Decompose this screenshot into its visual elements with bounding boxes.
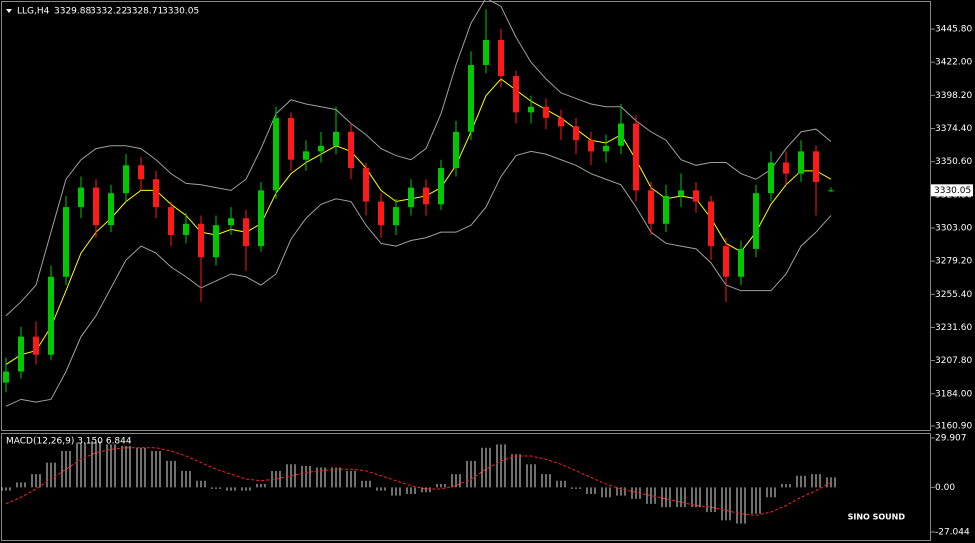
- candle-body: [738, 248, 744, 277]
- candle-body: [168, 207, 174, 235]
- candle-body: [333, 131, 339, 146]
- candle-body: [123, 165, 129, 194]
- quote-high: 3332.22: [90, 7, 127, 17]
- candle-body: [408, 187, 414, 208]
- candle-body: [528, 106, 534, 113]
- candle-body: [813, 151, 819, 183]
- y-tick-label: 3398.20: [935, 91, 972, 101]
- candle-body: [258, 190, 264, 247]
- macd-signal: [5, 447, 832, 516]
- candle-body: [93, 187, 99, 226]
- y-tick-label: 3207.80: [935, 356, 972, 366]
- candle-body: [303, 151, 309, 160]
- candle-body: [558, 117, 564, 127]
- candle-body: [543, 106, 549, 118]
- candle-body: [213, 225, 219, 258]
- candle-body: [768, 162, 774, 194]
- macd-label: MACD(12,26,9) 3.150 6.844: [6, 437, 132, 447]
- candle-body: [228, 218, 234, 226]
- candle-body: [753, 193, 759, 249]
- current-price-label: 3330.05: [934, 186, 971, 196]
- macd-y-tick-label: 0.00: [935, 483, 955, 493]
- candle-body: [18, 336, 24, 372]
- candle-body: [603, 145, 609, 152]
- candle-body: [3, 371, 9, 383]
- price-layer: [3, 0, 834, 407]
- candle-body: [438, 168, 444, 205]
- current-price-box: [931, 184, 973, 197]
- candle-body: [783, 162, 789, 174]
- macd-y-tick-label: 29.907: [935, 433, 967, 443]
- candle-body: [108, 193, 114, 226]
- candle-body: [138, 165, 144, 180]
- candle-body: [363, 168, 369, 202]
- candle-body: [648, 190, 654, 224]
- candle-body: [378, 201, 384, 226]
- price-pane-frame: [1, 1, 931, 431]
- y-tick-label: 3374.40: [935, 124, 972, 134]
- quote-open: 3329.88: [54, 7, 91, 17]
- candle-body: [183, 223, 189, 235]
- candle-body: [468, 64, 474, 132]
- candle-body: [198, 223, 204, 258]
- candle-body: [588, 140, 594, 152]
- y-tick-label: 3279.20: [935, 257, 972, 267]
- macd-y-tick-label: -27.044: [935, 527, 970, 537]
- candle-body: [348, 131, 354, 169]
- watermark: SINO SOUND: [848, 513, 906, 522]
- candle-body: [423, 187, 429, 205]
- macd-layer: [1, 441, 836, 524]
- quote-close: 3330.05: [162, 7, 199, 17]
- symbol: LLG,H4: [17, 7, 50, 17]
- candle-body: [513, 76, 519, 113]
- candle-body: [243, 218, 249, 247]
- candle-body: [798, 151, 804, 174]
- candle-body: [273, 117, 279, 191]
- candle-body: [78, 187, 84, 208]
- candle-body: [453, 131, 459, 169]
- candle-body: [153, 179, 159, 208]
- y-tick-label: 3160.90: [935, 421, 972, 431]
- y-tick-label: 3445.80: [935, 25, 972, 35]
- y-tick-label: 3231.60: [935, 323, 972, 333]
- candle-body: [318, 145, 324, 152]
- candle-body: [693, 190, 699, 202]
- y-tick-label: 3350.60: [935, 157, 972, 167]
- candle-body: [48, 276, 54, 355]
- candle-body: [33, 336, 39, 355]
- y-tick-label: 3184.00: [935, 389, 972, 399]
- candle-body: [633, 123, 639, 191]
- bollinger-band: [5, 0, 832, 317]
- candle-body: [483, 39, 489, 65]
- candle-body: [828, 190, 834, 192]
- candle-body: [573, 126, 579, 141]
- candle-body: [393, 207, 399, 226]
- candle-body: [63, 207, 69, 277]
- axis-layer: 3160.90 3184.00 3207.80 3231.60 3255.40 3279.…: [931, 25, 973, 537]
- macd-pane-frame: [1, 433, 931, 541]
- y-tick-label: 3303.00: [935, 223, 972, 233]
- candle-body: [288, 117, 294, 160]
- y-tick-label: 3422.00: [935, 58, 972, 68]
- candle-body: [708, 201, 714, 247]
- quote-low: 3328.71: [126, 7, 163, 17]
- candle-body: [663, 195, 669, 224]
- candle-body: [723, 246, 729, 277]
- candle-body: [678, 190, 684, 196]
- candle-body: [618, 123, 624, 146]
- menu-arrow: [6, 9, 12, 13]
- candle-body: [498, 39, 504, 77]
- y-tick-label: 3255.40: [935, 290, 972, 300]
- bollinger-band: [5, 150, 832, 407]
